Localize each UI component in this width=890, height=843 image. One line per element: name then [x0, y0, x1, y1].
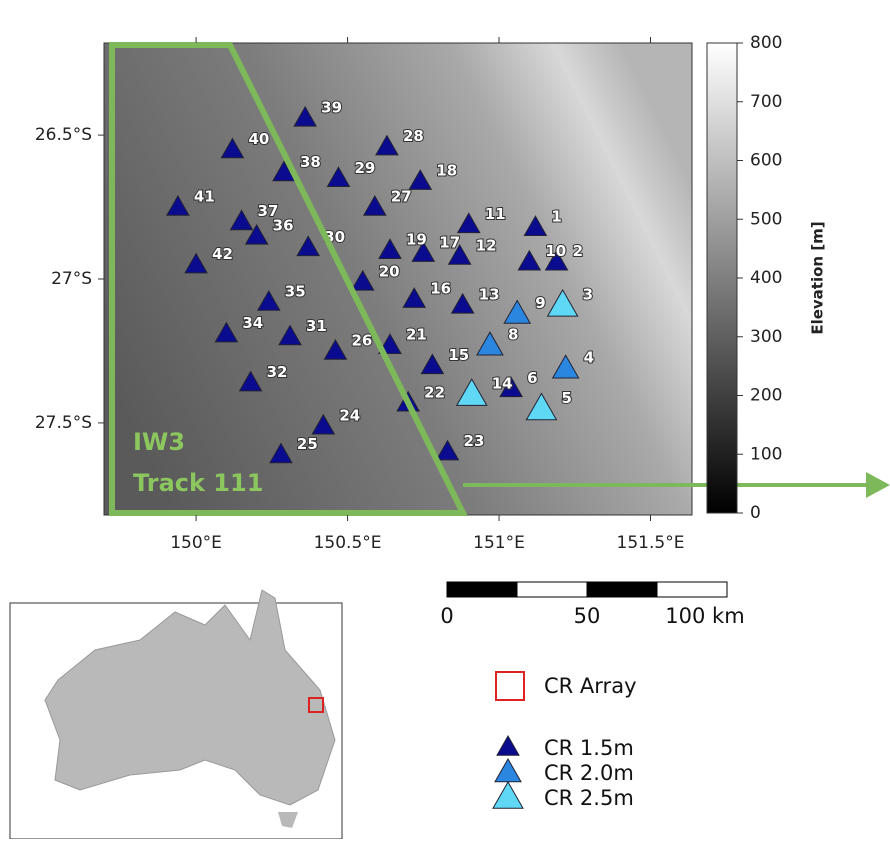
station-label: 17 — [439, 234, 460, 252]
scalebar-segment — [587, 582, 657, 597]
scalebar-label: 50 — [574, 604, 601, 628]
legend-marker — [495, 759, 521, 782]
station-label: 24 — [339, 406, 360, 424]
station-label: 25 — [297, 435, 318, 453]
station-label: 1 — [551, 208, 561, 226]
legend-marker — [497, 736, 519, 755]
arrow-head — [866, 472, 890, 498]
x-tick-label: 150.5°E — [314, 533, 382, 553]
station-label: 8 — [508, 326, 518, 344]
colorbar-tick-label: 300 — [750, 327, 782, 347]
station-label: 6 — [527, 369, 537, 387]
colorbar-title: Elevation [m] — [809, 221, 827, 334]
colorbar-tick-label: 600 — [750, 151, 782, 171]
station-label: 16 — [430, 280, 451, 298]
scalebar-segment — [657, 582, 727, 597]
station-label: 3 — [583, 285, 593, 303]
track-mode: IW3 — [133, 428, 185, 456]
station-label: 20 — [379, 262, 400, 280]
scalebar-label: 100 km — [665, 604, 744, 628]
station-label: 5 — [561, 389, 571, 407]
y-tick-label: 26.5°S — [35, 125, 92, 145]
station-label: 34 — [242, 314, 263, 332]
station-label: 41 — [194, 188, 215, 206]
x-tick-label: 151°E — [473, 533, 525, 553]
station-label: 38 — [300, 153, 321, 171]
colorbar — [707, 43, 737, 513]
station-label: 12 — [476, 236, 497, 254]
station-label: 35 — [285, 283, 306, 301]
colorbar-tick-label: 0 — [750, 503, 761, 523]
station-label: 21 — [406, 326, 427, 344]
figure: 1261011121315161718192021222324252627282… — [0, 0, 890, 839]
scalebar-segment — [447, 582, 517, 597]
legend-marker — [493, 782, 523, 808]
station-label: 4 — [584, 349, 594, 367]
colorbar-tick-label: 700 — [750, 92, 782, 112]
legend-label: CR 2.5m — [544, 786, 634, 810]
station-label: 26 — [351, 331, 372, 349]
station-label: 10 — [545, 242, 566, 260]
station-label: 42 — [212, 245, 233, 263]
track-name: Track 111 — [133, 469, 263, 497]
colorbar-tick-label: 800 — [750, 33, 782, 53]
colorbar-tick-label: 400 — [750, 268, 782, 288]
station-label: 29 — [354, 159, 375, 177]
colorbar-tick-label: 200 — [750, 386, 782, 406]
station-label: 2 — [573, 242, 583, 260]
scalebar-label: 0 — [440, 604, 453, 628]
station-label: 37 — [258, 202, 279, 220]
y-tick-label: 27.5°S — [35, 413, 92, 433]
station-label: 31 — [306, 317, 327, 335]
station-label: 15 — [448, 346, 469, 364]
station-label: 28 — [403, 127, 424, 145]
station-label: 11 — [485, 205, 506, 223]
legend-label: CR 2.0m — [544, 761, 634, 785]
station-label: 19 — [406, 231, 427, 249]
station-label: 23 — [464, 432, 485, 450]
legend-array-label: CR Array — [544, 674, 637, 698]
x-tick-label: 150°E — [170, 533, 222, 553]
colorbar-tick-label: 100 — [750, 444, 782, 464]
station-label: 14 — [492, 375, 513, 393]
station-label: 13 — [479, 285, 500, 303]
legend-label: CR 1.5m — [544, 736, 634, 760]
station-label: 9 — [535, 294, 545, 312]
station-label: 39 — [321, 98, 342, 116]
legend-array-swatch — [496, 672, 524, 700]
station-label: 32 — [267, 363, 288, 381]
x-tick-label: 151.5°E — [617, 533, 685, 553]
y-tick-label: 27°S — [51, 269, 92, 289]
scalebar-segment — [517, 582, 587, 597]
colorbar-tick-label: 500 — [750, 209, 782, 229]
station-label: 18 — [436, 162, 457, 180]
station-label: 27 — [391, 188, 412, 206]
station-label: 40 — [248, 130, 269, 148]
station-label: 22 — [424, 383, 445, 401]
